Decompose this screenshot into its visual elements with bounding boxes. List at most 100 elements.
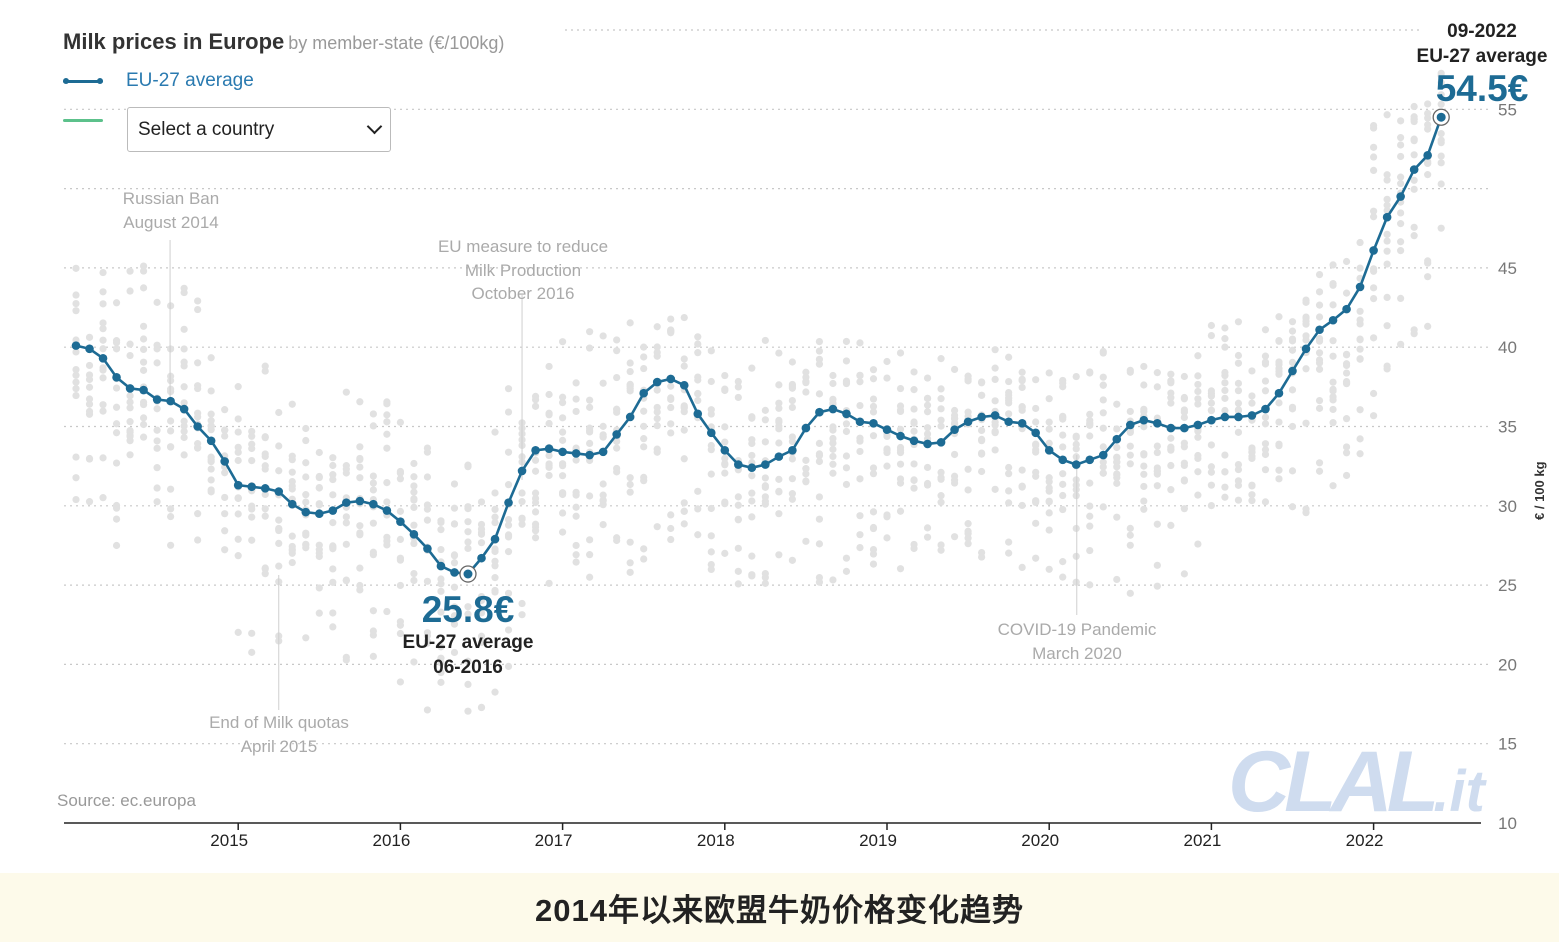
member-state-dot bbox=[910, 476, 918, 484]
member-state-dot bbox=[1221, 343, 1229, 351]
member-state-dot bbox=[950, 479, 959, 487]
legend-eu-average[interactable]: EU-27 average bbox=[63, 70, 254, 92]
member-state-dot bbox=[1356, 355, 1364, 363]
member-state-dot bbox=[748, 364, 756, 372]
eu-average-point bbox=[1234, 412, 1243, 422]
member-state-dot bbox=[815, 450, 824, 458]
member-state-dot bbox=[315, 609, 323, 617]
member-state-dot bbox=[261, 512, 269, 520]
member-state-dot bbox=[1194, 433, 1202, 441]
member-state-dot bbox=[207, 426, 215, 434]
member-state-dot bbox=[315, 448, 323, 457]
member-state-dot bbox=[923, 374, 932, 382]
y-tick-label: 10 bbox=[1498, 814, 1517, 833]
member-state-dot bbox=[167, 388, 175, 396]
member-state-dot bbox=[640, 443, 648, 451]
member-state-dot bbox=[1086, 432, 1094, 440]
member-state-dot bbox=[1072, 453, 1080, 461]
country-select[interactable]: Select a country bbox=[127, 107, 391, 152]
member-state-dot bbox=[667, 420, 675, 428]
member-state-dot bbox=[1424, 322, 1432, 330]
member-state-dot bbox=[518, 498, 526, 506]
member-state-dot bbox=[910, 540, 918, 549]
member-state-dot bbox=[531, 392, 540, 401]
member-state-dot bbox=[910, 368, 918, 376]
member-state-dot bbox=[1126, 428, 1134, 437]
member-state-dot bbox=[545, 462, 553, 470]
member-state-dot bbox=[450, 583, 459, 591]
member-state-dot bbox=[396, 581, 404, 590]
eu-average-point bbox=[112, 373, 121, 382]
member-state-dot bbox=[1099, 381, 1107, 389]
member-state-dot bbox=[1275, 313, 1283, 321]
member-state-dot bbox=[1234, 406, 1243, 414]
member-state-dot bbox=[342, 465, 350, 473]
member-state-dot bbox=[464, 603, 472, 611]
eu-average-point bbox=[747, 463, 757, 473]
annotation-russian-ban-title: Russian Ban bbox=[122, 189, 220, 208]
member-state-dot bbox=[1370, 207, 1378, 215]
member-state-dot bbox=[856, 378, 864, 386]
member-state-dot bbox=[504, 626, 513, 634]
member-state-dot bbox=[640, 407, 648, 415]
member-state-dot bbox=[653, 323, 661, 331]
member-state-dot bbox=[261, 452, 269, 461]
member-state-dot bbox=[883, 534, 891, 542]
member-state-dot bbox=[261, 362, 269, 370]
member-state-dot bbox=[586, 551, 594, 559]
member-state-dot bbox=[788, 490, 796, 498]
member-state-dot bbox=[1275, 418, 1283, 426]
eu-average-point bbox=[328, 506, 338, 515]
member-state-dot bbox=[545, 471, 553, 480]
member-state-dot bbox=[477, 609, 486, 617]
eu-average-point bbox=[409, 530, 419, 539]
member-state-dot bbox=[1099, 469, 1107, 477]
member-state-dot bbox=[112, 541, 121, 550]
member-state-dot bbox=[586, 328, 594, 336]
member-state-dot bbox=[1383, 247, 1391, 255]
member-state-dot bbox=[437, 643, 445, 651]
member-state-dot bbox=[667, 524, 675, 533]
member-state-dot bbox=[599, 431, 607, 439]
member-state-dot bbox=[1221, 468, 1229, 476]
member-state-dot bbox=[829, 379, 837, 388]
member-state-dot bbox=[856, 434, 864, 442]
y-tick-label: 40 bbox=[1498, 338, 1517, 357]
annotation-covid: COVID-19 Pandemic March 2020 bbox=[998, 618, 1157, 665]
member-state-dot bbox=[937, 422, 945, 430]
member-state-dot bbox=[1234, 318, 1243, 326]
member-state-dot bbox=[1059, 412, 1067, 420]
eu-average-point bbox=[355, 496, 365, 506]
member-state-dot bbox=[504, 548, 513, 556]
annotation-quotas-date: April 2015 bbox=[240, 736, 318, 756]
member-state-dot bbox=[923, 524, 932, 532]
eu-average-point bbox=[612, 430, 621, 439]
eu-average-point bbox=[193, 422, 202, 431]
member-state-dot bbox=[315, 546, 323, 554]
member-state-dot bbox=[1221, 386, 1229, 395]
member-state-dot bbox=[1410, 232, 1418, 240]
member-state-dot bbox=[1342, 289, 1351, 297]
member-state-dot bbox=[950, 533, 959, 541]
member-state-dot bbox=[964, 408, 972, 416]
member-state-dot bbox=[1018, 383, 1026, 392]
eu-average-point bbox=[693, 409, 703, 419]
member-state-dot bbox=[1005, 463, 1013, 472]
member-state-dot bbox=[437, 668, 445, 677]
member-state-dot bbox=[1383, 322, 1391, 330]
member-state-dot bbox=[1045, 439, 1053, 447]
eu-average-point bbox=[774, 452, 784, 461]
eu-average-point bbox=[1085, 455, 1095, 465]
x-tick-label: 2019 bbox=[859, 831, 897, 850]
member-state-dot bbox=[802, 478, 810, 486]
member-state-dot bbox=[126, 404, 134, 412]
member-state-dot bbox=[1342, 471, 1351, 480]
member-state-dot bbox=[1113, 479, 1121, 487]
member-state-dot bbox=[504, 662, 513, 671]
member-state-dot bbox=[410, 495, 418, 503]
eu-average-point bbox=[206, 436, 216, 446]
member-state-dot bbox=[423, 444, 432, 452]
member-state-dot bbox=[112, 515, 121, 523]
member-state-dot bbox=[1194, 352, 1202, 360]
member-state-dot bbox=[518, 599, 526, 608]
